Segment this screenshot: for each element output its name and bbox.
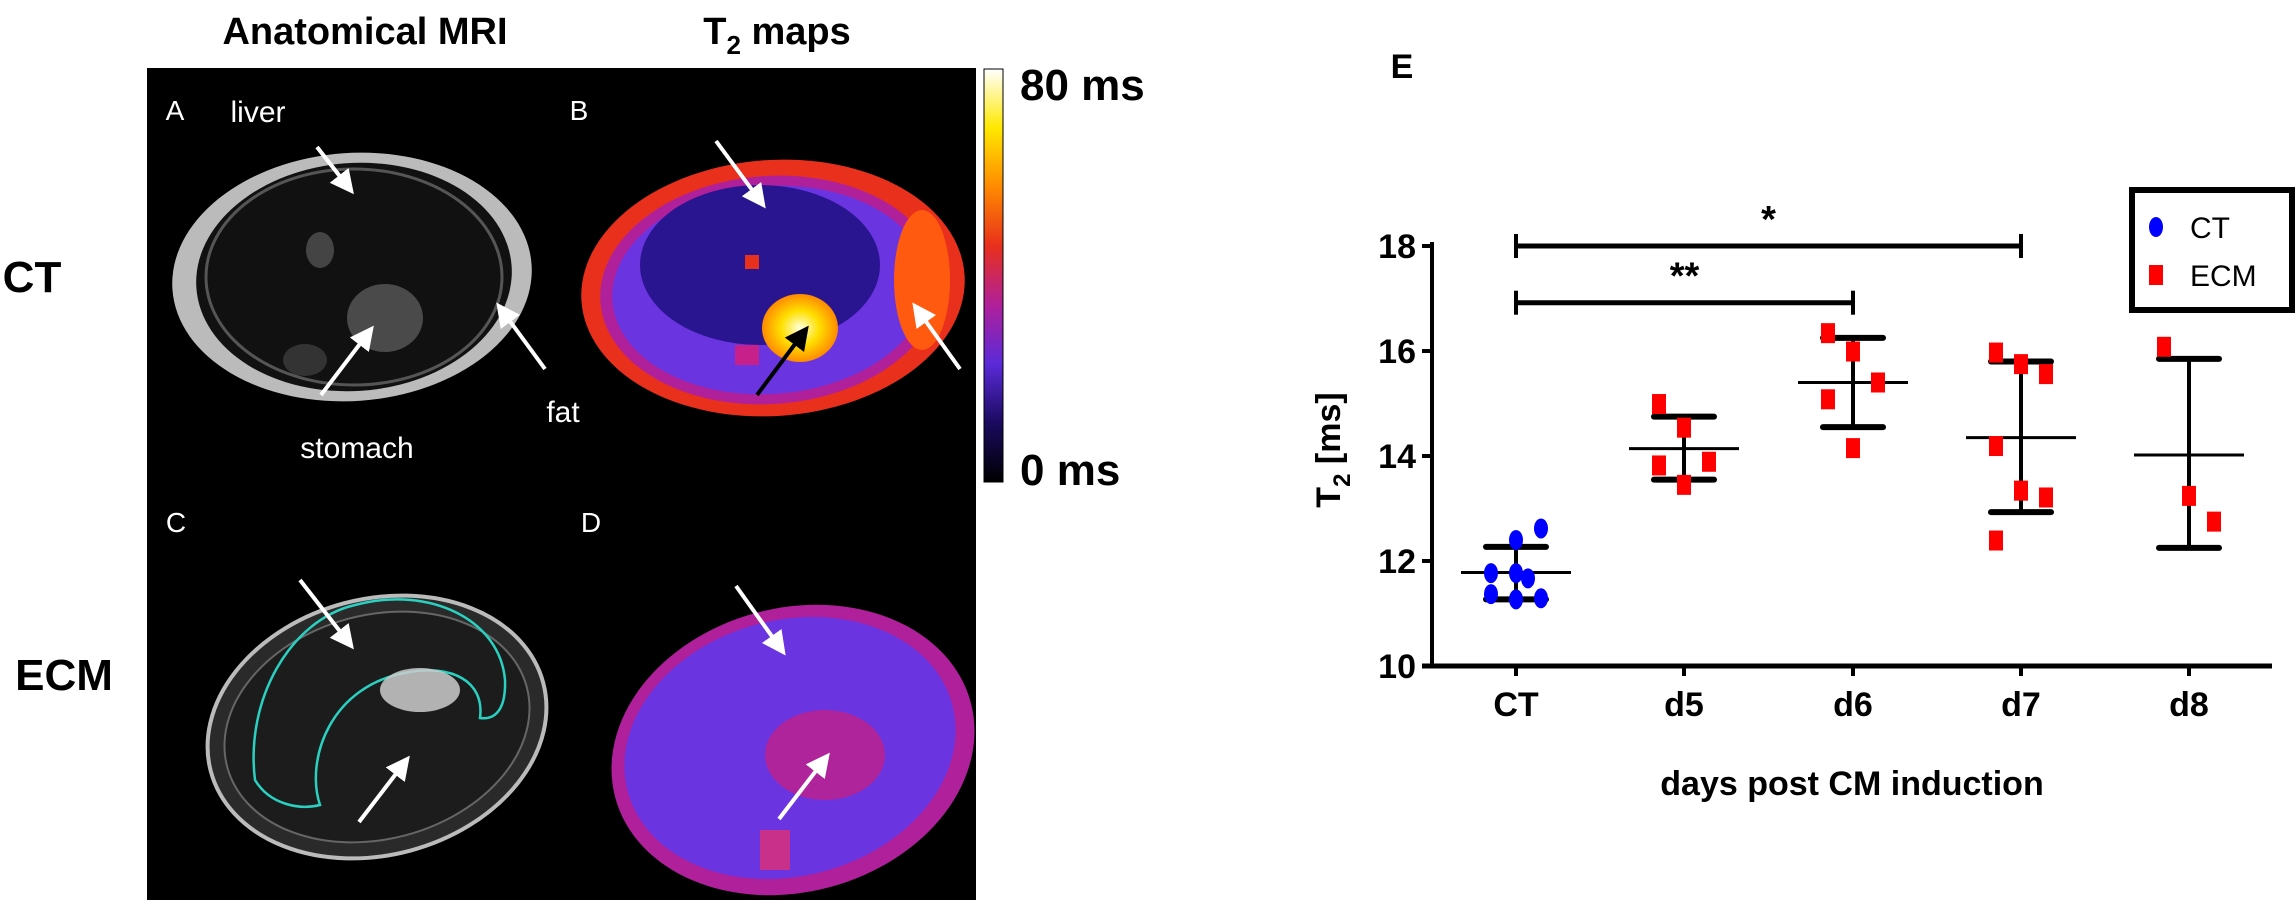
y-axis-label: T2 [ms] (1310, 392, 1356, 507)
data-point (1484, 563, 1498, 584)
data-point (1652, 455, 1666, 476)
y-tick-label: 16 (1378, 333, 1416, 371)
data-point (1989, 342, 2003, 363)
arrow-icon (777, 752, 830, 821)
arrow-icon (755, 325, 809, 397)
panel-b-t2map-ct (581, 159, 965, 417)
group-d5 (1629, 394, 1739, 495)
data-point (1534, 518, 1548, 539)
column-title-t2: T2 maps (703, 11, 851, 60)
panel-letter-e: E (1391, 48, 1414, 86)
significance-label: * (1761, 199, 1776, 241)
panel-a-anatomical-ct (172, 152, 532, 402)
column-title-anatomical: Anatomical MRI (222, 11, 507, 53)
row-label-ecm: ECM (15, 651, 113, 700)
arrow-icon (496, 302, 547, 371)
arrow-icon (357, 755, 410, 824)
data-point (1521, 568, 1535, 589)
group-d6 (1798, 323, 1908, 459)
data-point (1821, 323, 1835, 344)
colorbar-min-label: 0 ms (1020, 446, 1120, 495)
arrow-icon (912, 302, 962, 371)
data-point (1509, 530, 1523, 550)
data-point (2157, 336, 2171, 357)
data-point (1846, 341, 1860, 362)
y-tick-label: 14 (1378, 438, 1416, 476)
x-tick-label: d8 (2169, 686, 2209, 724)
panel-letter-c: C (166, 507, 186, 538)
y-tick-label: 12 (1378, 543, 1416, 581)
data-point (2182, 485, 2196, 506)
data-point (1677, 417, 1691, 438)
x-tick-label: CT (1493, 686, 1539, 724)
liver-contour (252, 598, 507, 808)
arrow-icon (298, 578, 354, 650)
data-point (1846, 438, 1860, 459)
group-CT (1461, 518, 1571, 610)
group-d8 (2134, 336, 2244, 551)
legend: CT ECM (2129, 187, 2295, 313)
panel-letter-b: B (570, 95, 589, 126)
panel-d-t2map-ecm (611, 604, 975, 896)
data-point (2014, 354, 2028, 375)
label-fat: fat (546, 396, 580, 429)
colorbar-max-label: 80 ms (1020, 61, 1145, 110)
legend-marker-square-icon (2149, 265, 2163, 285)
data-point (1702, 451, 1716, 472)
data-point (2014, 480, 2028, 501)
x-axis-label: days post CM induction (1660, 765, 2043, 803)
legend-marker-circle-icon (2149, 217, 2163, 237)
data-point (1509, 589, 1523, 610)
colorbar (983, 68, 1004, 483)
legend-label: ECM (2190, 260, 2257, 293)
arrow-icon (319, 325, 374, 397)
data-point (1652, 394, 1666, 415)
legend-label: CT (2190, 212, 2230, 245)
x-tick-label: d7 (2001, 686, 2041, 724)
row-label-ct: CT (3, 253, 62, 302)
data-point (1509, 563, 1523, 584)
data-point (1821, 389, 1835, 410)
legend-box (2129, 187, 2295, 313)
panel-c-anatomical-ecm (205, 593, 549, 861)
data-point (1484, 584, 1498, 605)
panel-letter-a: A (166, 95, 185, 126)
data-point (2039, 364, 2053, 385)
data-point (2207, 511, 2221, 532)
arrow-icon (315, 145, 354, 195)
x-tick-label: d5 (1664, 686, 1704, 724)
x-tick-label: d6 (1833, 686, 1873, 724)
group-d7 (1966, 342, 2076, 551)
panel-letter-d: D (581, 507, 601, 538)
data-point (1989, 436, 2003, 457)
data-point (1677, 474, 1691, 495)
arrow-icon (734, 584, 786, 656)
scatter-chart: 10 12 14 16 18 CT d5 d6 d7 d8 days post CM inducti… (1310, 187, 2295, 803)
data-point (1989, 530, 2003, 551)
data-point (1534, 588, 1548, 609)
data-point (1871, 372, 1885, 393)
significance-label: ** (1670, 256, 1700, 298)
arrows (298, 139, 962, 824)
y-tick-label: 18 (1378, 228, 1416, 266)
y-tick-label: 10 (1378, 648, 1416, 686)
label-liver: liver (230, 96, 285, 129)
arrow-icon (714, 139, 766, 209)
data-point (2039, 487, 2053, 508)
label-stomach: stomach (300, 432, 413, 465)
